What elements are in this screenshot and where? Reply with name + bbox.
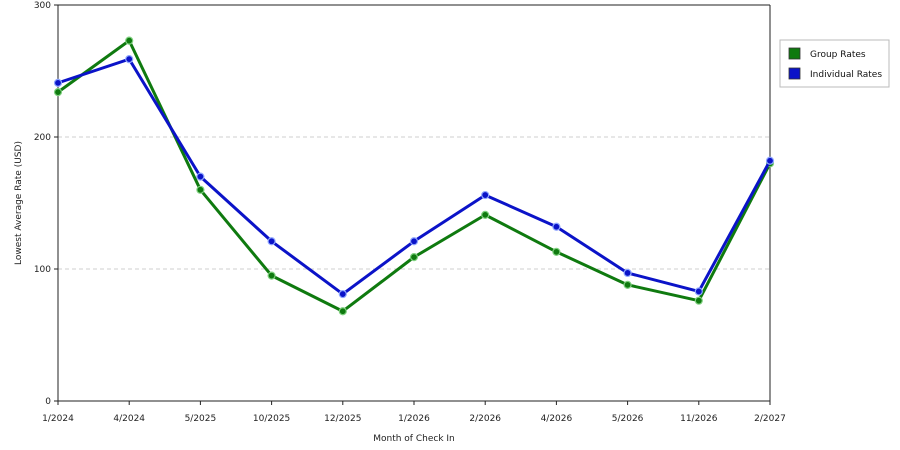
data-point [53, 78, 63, 87]
data-point [338, 307, 347, 316]
x-axis-title: Month of Check In [373, 434, 455, 444]
x-tick-label: 2/2026 [469, 414, 501, 424]
legend-label: Individual Rates [810, 70, 882, 80]
legend-swatch [788, 67, 801, 80]
x-tick-label: 12/2025 [324, 414, 361, 424]
data-point [338, 289, 347, 299]
y-tick-label: 300 [34, 1, 51, 11]
data-point [552, 247, 561, 256]
data-point [267, 271, 276, 280]
data-point [623, 268, 632, 278]
y-tick-label: 0 [45, 397, 51, 407]
data-point [552, 222, 561, 231]
y-axis-title: Lowest Average Rate (USD) [14, 141, 24, 265]
series-line [57, 39, 772, 313]
data-point [694, 287, 703, 296]
series-group [53, 36, 775, 316]
data-point [694, 296, 703, 305]
data-point [409, 253, 419, 262]
legend-label: Group Rates [810, 50, 866, 60]
x-tick-label: 1/2024 [42, 414, 74, 424]
series-individual-rates [53, 55, 775, 299]
data-point [125, 55, 134, 64]
y-tick-label: 100 [34, 265, 51, 275]
data-point [267, 237, 276, 246]
x-tick-label: 11/2026 [680, 414, 718, 424]
data-point [623, 280, 632, 289]
x-tick-label: 1/2026 [398, 414, 430, 424]
data-point [53, 88, 63, 97]
x-tick-label: 5/2026 [612, 414, 644, 424]
y-tick-label: 200 [34, 133, 51, 143]
legend-swatch [788, 47, 801, 60]
data-point [765, 156, 775, 165]
x-tick-label: 2/2027 [754, 414, 786, 424]
x-tick-label: 5/2025 [185, 414, 217, 424]
legend: Group Rates Individual Rates [779, 39, 890, 88]
series-group-rates [53, 36, 775, 316]
x-tick-label: 4/2026 [541, 414, 573, 424]
data-point [481, 190, 490, 200]
data-point [481, 210, 490, 219]
data-point [196, 185, 205, 194]
data-point [409, 237, 419, 246]
x-tick-label: 4/2024 [113, 414, 145, 424]
data-point [196, 172, 205, 181]
axes: 0 100 200 300 1/2024 4/2024 5/2025 10/2025 12/20… [34, 1, 786, 424]
x-tick-label: 10/2025 [253, 414, 290, 424]
data-point [125, 36, 134, 45]
grid-lines [58, 136, 770, 270]
